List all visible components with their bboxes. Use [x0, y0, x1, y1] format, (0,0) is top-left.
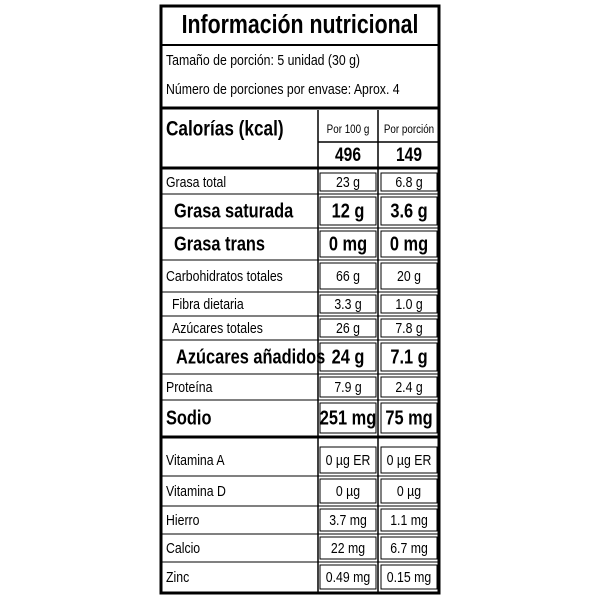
value-box — [380, 402, 438, 434]
nutrient-label: Grasa saturada — [174, 199, 294, 222]
value-box — [319, 402, 377, 434]
nutrient-value: 12 g — [332, 199, 365, 222]
vitamin-label: Zinc — [166, 569, 189, 585]
value-box — [380, 508, 438, 532]
value-box — [380, 564, 438, 590]
vitamin-value: 6.7 mg — [390, 540, 428, 556]
nutrient-value: 75 mg — [385, 406, 432, 429]
value-box — [380, 262, 438, 290]
outer-border — [159, 4, 441, 595]
nutrient-value: 0 mg — [329, 232, 367, 255]
vitamin-value: 0 µg — [336, 483, 360, 499]
value-box — [319, 262, 377, 290]
nutrient-value: 24 g — [332, 345, 365, 368]
value-box — [380, 342, 438, 372]
value-box — [380, 478, 438, 504]
value-box — [380, 446, 438, 474]
nutrient-label: Azúcares añadidos — [176, 345, 325, 368]
column-header: Por 100 g — [327, 123, 370, 136]
calories-value: 496 — [335, 144, 361, 166]
nutrient-value: 1.0 g — [395, 296, 422, 312]
vitamin-value: 0.15 mg — [387, 569, 431, 585]
nutrient-value: 23 g — [336, 174, 360, 190]
calories-value: 149 — [396, 144, 422, 166]
servings-per-pack: Número de porciones por envase: Aprox. 4 — [166, 81, 400, 97]
value-box — [380, 318, 438, 338]
nutrient-value: 20 g — [397, 268, 421, 284]
nutrient-label: Azúcares totales — [172, 320, 263, 336]
vitamin-value: 0 µg ER — [387, 452, 432, 468]
nutrient-value: 3.6 g — [390, 199, 427, 222]
nutrient-value: 66 g — [336, 268, 360, 284]
value-box — [319, 536, 377, 560]
value-box — [380, 294, 438, 314]
nutrient-label: Sodio — [166, 406, 211, 429]
value-box — [319, 564, 377, 590]
value-box — [319, 230, 377, 258]
value-box — [380, 172, 438, 192]
nutrient-value: 7.9 g — [334, 379, 361, 395]
nutrient-value: 26 g — [336, 320, 360, 336]
nutrient-label: Carbohidratos totales — [166, 268, 283, 284]
value-box — [319, 294, 377, 314]
nutrient-value: 251 mg — [320, 406, 376, 429]
nutrient-value: 3.3 g — [334, 296, 361, 312]
vitamin-label: Calcio — [166, 540, 200, 556]
value-box — [319, 508, 377, 532]
vitamin-label: Vitamina A — [166, 452, 225, 468]
vitamin-label: Vitamina D — [166, 483, 226, 499]
nutrient-value: 2.4 g — [395, 379, 422, 395]
vitamin-value: 0 µg ER — [326, 452, 371, 468]
value-box — [319, 196, 377, 226]
vitamin-value: 3.7 mg — [329, 512, 367, 528]
nutrient-label: Proteína — [166, 379, 213, 395]
value-box — [319, 478, 377, 504]
value-box — [380, 376, 438, 398]
value-box — [380, 536, 438, 560]
nutrient-value: 7.1 g — [390, 345, 427, 368]
value-box — [319, 172, 377, 192]
value-box — [319, 446, 377, 474]
nutrient-value: 6.8 g — [395, 174, 422, 190]
value-box — [380, 230, 438, 258]
vitamin-value: 1.1 mg — [390, 512, 428, 528]
value-box — [319, 376, 377, 398]
nutrient-label: Grasa trans — [174, 232, 265, 255]
nutrient-value: 7.8 g — [395, 320, 422, 336]
nutrient-label: Grasa total — [166, 174, 226, 190]
value-box — [380, 196, 438, 226]
vitamin-value: 0.49 mg — [326, 569, 370, 585]
column-header: Por porción — [384, 123, 434, 136]
value-box — [319, 318, 377, 338]
nutrient-label: Fibra dietaria — [172, 296, 244, 312]
title: Información nutricional — [182, 10, 419, 40]
vitamin-value: 22 mg — [331, 540, 365, 556]
vitamin-value: 0 µg — [397, 483, 421, 499]
serving-size: Tamaño de porción: 5 unidad (30 g) — [166, 52, 360, 68]
nutrient-value: 0 mg — [390, 232, 428, 255]
calories-label: Calorías (kcal) — [166, 118, 284, 141]
value-box — [319, 342, 377, 372]
vitamin-label: Hierro — [166, 512, 200, 528]
